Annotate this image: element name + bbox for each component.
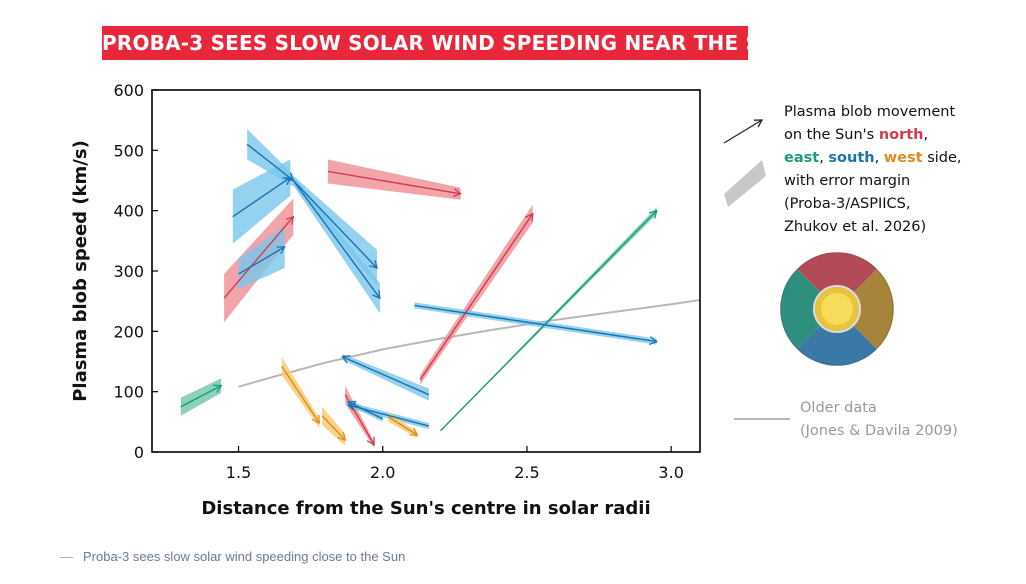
south-trajectory-arrow [341, 355, 430, 396]
south-error-band [238, 225, 285, 290]
legend-south: south [828, 150, 874, 166]
east-trajectory-arrow [180, 384, 223, 408]
south-trajectory-arrow [292, 180, 378, 269]
y-tick-label: 200 [113, 322, 144, 341]
error-bands [180, 129, 657, 448]
legend-line-4: with error margin [784, 173, 910, 189]
legend: Plasma blob movement on the Sun's north,… [723, 104, 962, 439]
y-tick-label: 300 [113, 262, 144, 281]
legend-line-1: Plasma blob movement [784, 104, 955, 120]
south-trajectory-arrow [346, 400, 384, 420]
older-data-curve [238, 299, 700, 388]
legend-arrow-icon [723, 119, 764, 144]
plot-area [180, 129, 700, 448]
legend-error-band-icon [724, 160, 766, 207]
west-trajectory-arrow [388, 416, 419, 436]
y-tick-label: 100 [113, 383, 144, 402]
legend-line-2: on the Sun's north, [784, 127, 928, 143]
west-trajectory-arrow [321, 415, 347, 441]
x-tick-label: 2.5 [514, 463, 539, 482]
south-trajectory-arrow [246, 143, 295, 182]
older-data-label-2: (Jones & Davila 2009) [800, 423, 958, 439]
south-trajectory-arrow [292, 180, 381, 300]
x-tick-label: 1.5 [226, 463, 251, 482]
y-tick-label: 600 [113, 81, 144, 100]
south-trajectory-arrow [238, 246, 286, 275]
figure-caption: — Proba-3 sees slow solar wind speeding c… [60, 549, 405, 564]
north-trajectory-arrow [419, 212, 534, 380]
legend-line-5: (Proba-3/ASPIICS, [784, 196, 910, 212]
older-data-label-1: Older data [800, 400, 877, 416]
north-error-band [420, 204, 533, 385]
page-title: PROBA-3 SEES SLOW SOLAR WIND SPEEDING NE… [102, 26, 748, 60]
y-tick-label: 500 [113, 141, 144, 160]
south-trajectory-arrow [414, 304, 659, 346]
y-tick-label: 400 [113, 202, 144, 221]
north-trajectory-arrow [223, 215, 295, 299]
east-trajectory-arrow [439, 209, 658, 432]
legend-north: north [879, 127, 924, 143]
south-error-band [232, 159, 291, 244]
sun-quadrant-image [780, 252, 894, 366]
east-error-band [180, 378, 222, 416]
x-tick-label: 3.0 [658, 463, 683, 482]
y-axis: 0 100 200 300 400 500 600 [113, 81, 158, 462]
y-tick-label: 0 [134, 443, 144, 462]
legend-west: west [884, 150, 923, 166]
legend-line-3: east, south, west side, [784, 150, 962, 166]
x-axis-label: Distance from the Sun's centre in solar … [201, 498, 650, 519]
y-axis-label: Plasma blob speed (km/s) [70, 140, 91, 402]
legend-east: east [784, 150, 819, 166]
west-error-band [322, 406, 346, 446]
north-trajectory-arrow [327, 170, 462, 198]
caption-dash: — [60, 549, 73, 564]
south-error-band [342, 353, 429, 401]
x-tick-label: 2.0 [370, 463, 395, 482]
north-error-band [327, 159, 461, 200]
trajectory-arrows [180, 143, 659, 446]
x-axis: 1.5 2.0 2.5 3.0 [226, 446, 684, 482]
legend-line-6: Zhukov et al. 2026) [784, 219, 926, 235]
caption-text: Proba-3 sees slow solar wind speeding cl… [83, 549, 406, 564]
south-trajectory-arrow [232, 176, 292, 218]
west-trajectory-arrow [281, 365, 321, 425]
west-error-band [281, 357, 320, 428]
